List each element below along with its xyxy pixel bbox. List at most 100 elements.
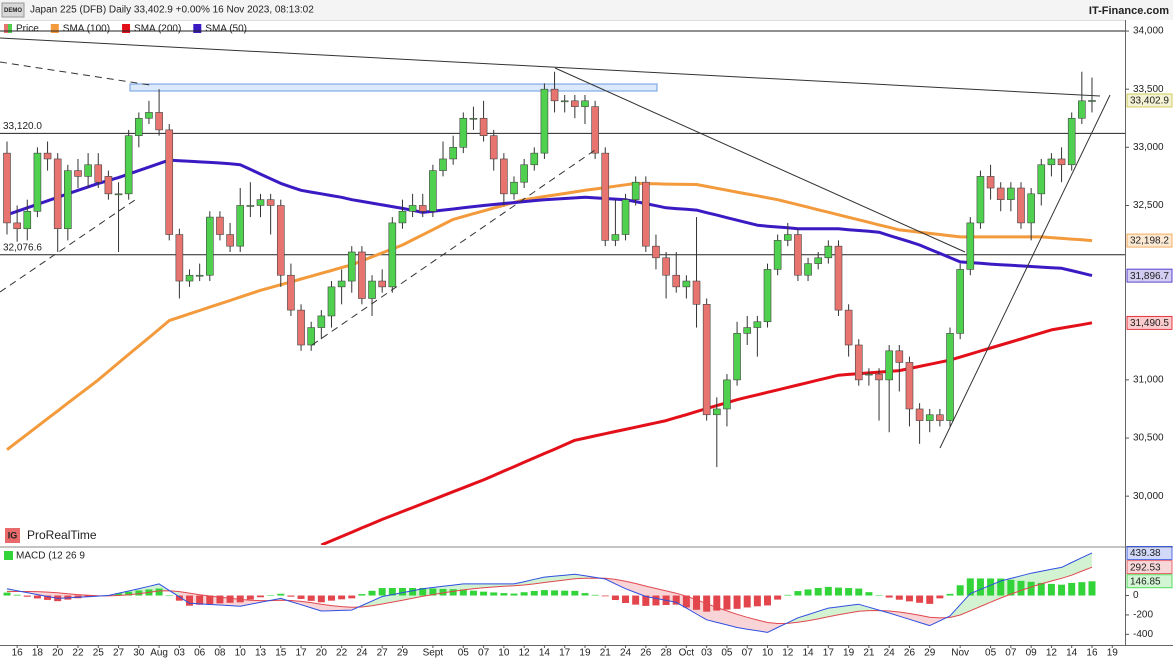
x-tick-label: 27 [113, 648, 125, 659]
candle-body [1078, 100, 1086, 119]
candle-body [946, 333, 954, 421]
macd-fill [645, 586, 656, 599]
macd-fill [544, 576, 555, 583]
candle-body [347, 251, 356, 282]
histogram-bar [196, 595, 204, 605]
source: IT-Finance.com [1089, 5, 1169, 17]
logo-mark: IG [8, 530, 18, 540]
histogram-bar [398, 587, 406, 596]
candle-body [854, 344, 863, 381]
candle-body [996, 187, 1005, 200]
candle-body [33, 152, 42, 212]
x-tick-label: 28 [661, 648, 673, 659]
histogram-bar [540, 590, 548, 596]
histogram-bar [439, 588, 447, 596]
candle-body [185, 274, 194, 282]
candle-body [743, 327, 752, 334]
histogram-bar [1047, 583, 1055, 596]
macd-fill [301, 601, 312, 608]
candle-body [723, 379, 731, 410]
histogram-bar [956, 585, 964, 596]
histogram-bar [175, 595, 183, 601]
macd-fill [828, 606, 839, 617]
histogram-bar [155, 588, 163, 596]
histogram-bar [814, 587, 822, 596]
x-tick-label: 21 [863, 648, 875, 659]
candle-body [64, 170, 72, 230]
header-bar [0, 0, 1173, 20]
candle-body [216, 216, 224, 235]
candle-body [500, 158, 508, 195]
value-box [1126, 574, 1173, 589]
histogram-bar [997, 578, 1005, 596]
candle-body [966, 222, 975, 270]
x-tick-label: 03 [701, 648, 713, 659]
legend-label: SMA (50) [205, 24, 247, 35]
histogram-bar [388, 587, 396, 596]
histogram-bar [743, 595, 751, 608]
trendline [0, 61, 151, 86]
x-tick-label: 19 [579, 648, 591, 659]
candle-body [925, 414, 934, 421]
histogram-bar [246, 595, 254, 600]
histogram-bar [409, 587, 417, 596]
candle-body [74, 170, 82, 177]
histogram-bar [936, 595, 944, 599]
macd-fill [625, 581, 636, 593]
histogram-bar [905, 595, 913, 602]
histogram-bar [672, 595, 680, 605]
candle-body [1067, 117, 1076, 166]
legend-icon [50, 24, 59, 33]
chart-title: Japan 225 (DFB) Daily 33,402.9 +0.00% 16… [30, 5, 314, 16]
candle-body [733, 333, 741, 381]
macd-fill [1051, 567, 1062, 581]
macd-fill [848, 604, 859, 613]
histogram-bar [13, 594, 21, 596]
x-tick-label: 27 [377, 648, 389, 659]
histogram-bar [976, 578, 984, 596]
x-tick-label: 25 [93, 648, 105, 659]
x-tick-label: 14 [802, 648, 814, 659]
macd-fill [737, 614, 748, 630]
histogram-bar [946, 593, 954, 596]
x-tick-label: 26 [640, 648, 652, 659]
trendline [939, 94, 1111, 449]
signal-line [6, 566, 1093, 624]
candle-body [236, 205, 245, 247]
macd-fill [463, 583, 474, 590]
candle-body [1088, 100, 1096, 102]
candle-body [936, 414, 944, 421]
histogram-bar [1068, 582, 1076, 596]
macd-fill [726, 610, 738, 628]
candle-body [662, 257, 670, 276]
histogram-bar [216, 595, 224, 604]
x-tick-label: 24 [620, 648, 632, 659]
candle-body [844, 309, 853, 346]
candle-body [388, 222, 397, 288]
histogram-bar [926, 595, 934, 604]
histogram-bar [987, 578, 995, 596]
candle-body [702, 304, 711, 416]
macd-fill [311, 602, 322, 612]
x-tick-label: 14 [1066, 648, 1078, 659]
candle-body [956, 269, 964, 334]
candle-body [479, 117, 488, 136]
candle-body [297, 309, 305, 346]
histogram-bar [855, 588, 863, 596]
x-tick-label: 17 [559, 648, 571, 659]
macd-fill [747, 617, 758, 631]
level-label: 33,120.0 [3, 121, 42, 132]
candle-body [226, 234, 234, 247]
macd-fill [767, 622, 778, 633]
candle-body [114, 193, 123, 196]
histogram-bar [834, 587, 842, 596]
macd-fill [250, 600, 261, 605]
x-tick-label: 03 [174, 648, 186, 659]
value-box-label: 146.85 [1130, 576, 1161, 587]
y-tick-label: 33,000 [1133, 142, 1164, 153]
resistance-zone [129, 83, 658, 92]
x-tick-label: Nov [951, 648, 969, 659]
candle-body [571, 100, 579, 107]
histogram-bar [257, 595, 264, 598]
